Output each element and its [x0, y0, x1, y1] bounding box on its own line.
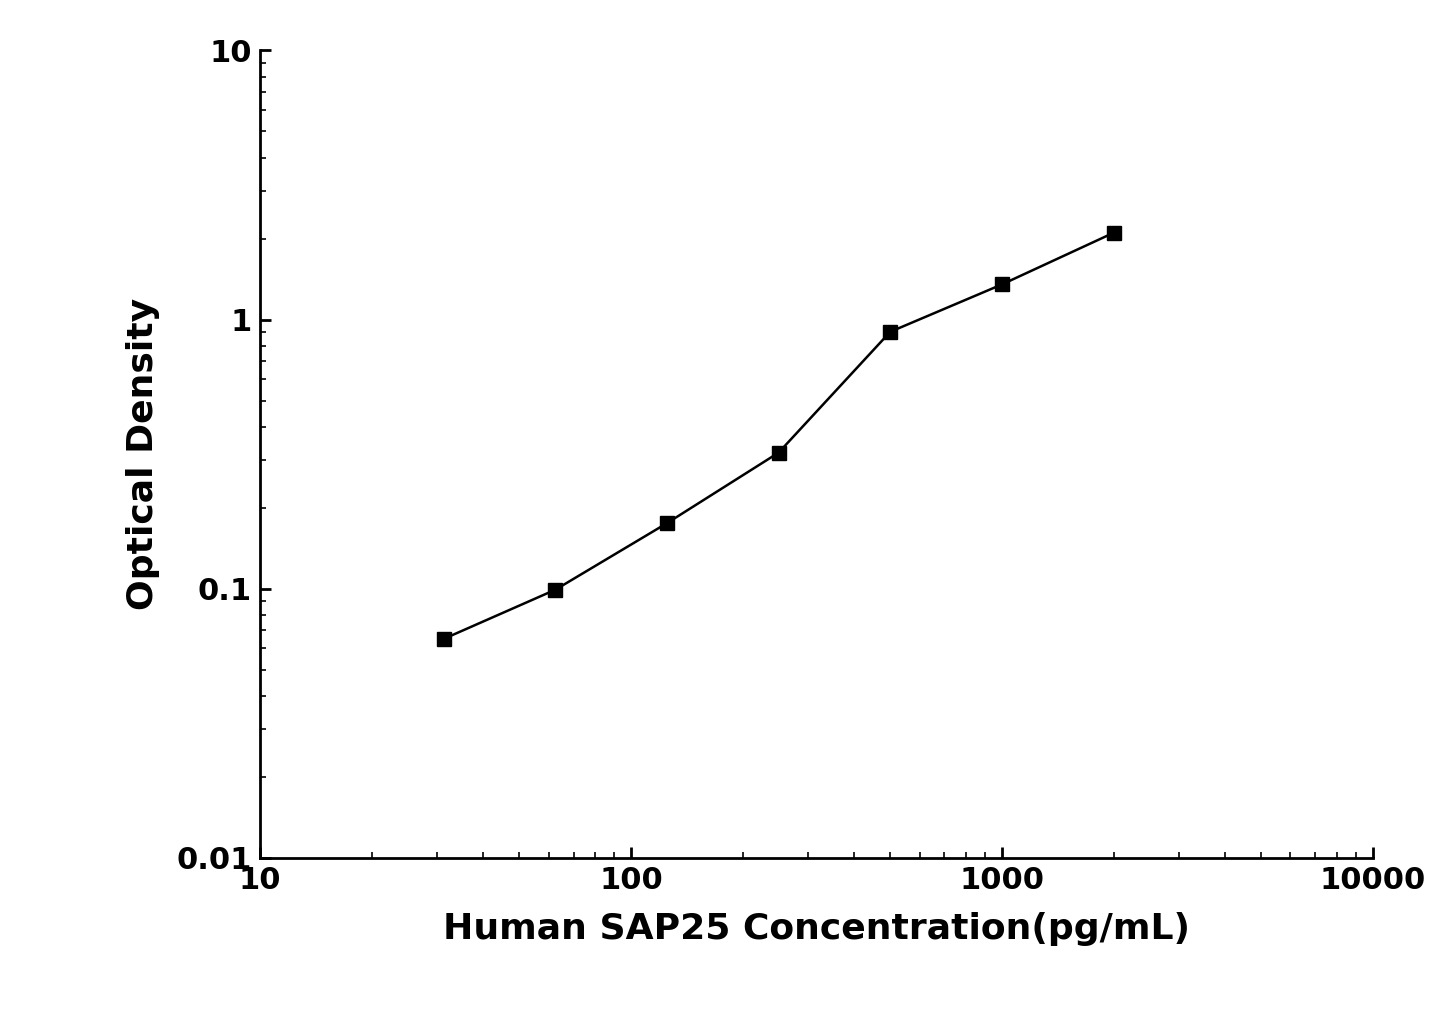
X-axis label: Human SAP25 Concentration(pg/mL): Human SAP25 Concentration(pg/mL) [444, 912, 1189, 945]
Y-axis label: Optical Density: Optical Density [126, 298, 160, 610]
